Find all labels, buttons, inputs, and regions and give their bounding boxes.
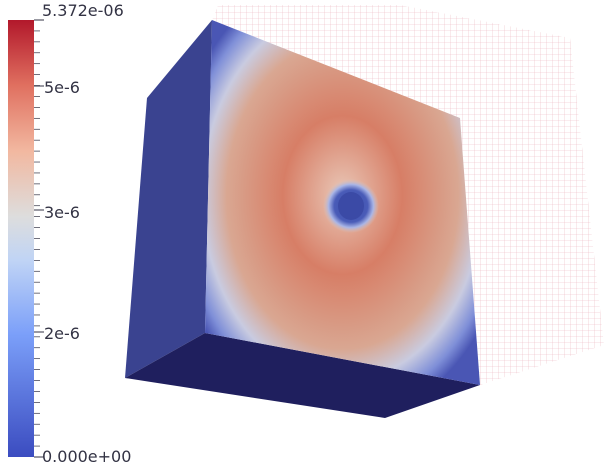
cube-left-face	[125, 20, 212, 378]
cube-bottom-face	[125, 333, 480, 418]
colorbar	[8, 19, 44, 458]
colorbar-gradient	[8, 20, 34, 457]
colorbar-max-label: 5.372e-06	[42, 1, 124, 20]
colorbar-minor-ticks	[34, 19, 44, 458]
colorbar-min-label: 0.000e+00	[42, 447, 132, 466]
wireframe-volume	[212, 5, 604, 385]
center-core	[338, 192, 364, 220]
colorbar-tick-label: 5e-6	[44, 78, 80, 97]
colorbar-tick-label: 3e-6	[44, 203, 80, 222]
colorbar-tick-label: 2e-6	[44, 324, 80, 343]
